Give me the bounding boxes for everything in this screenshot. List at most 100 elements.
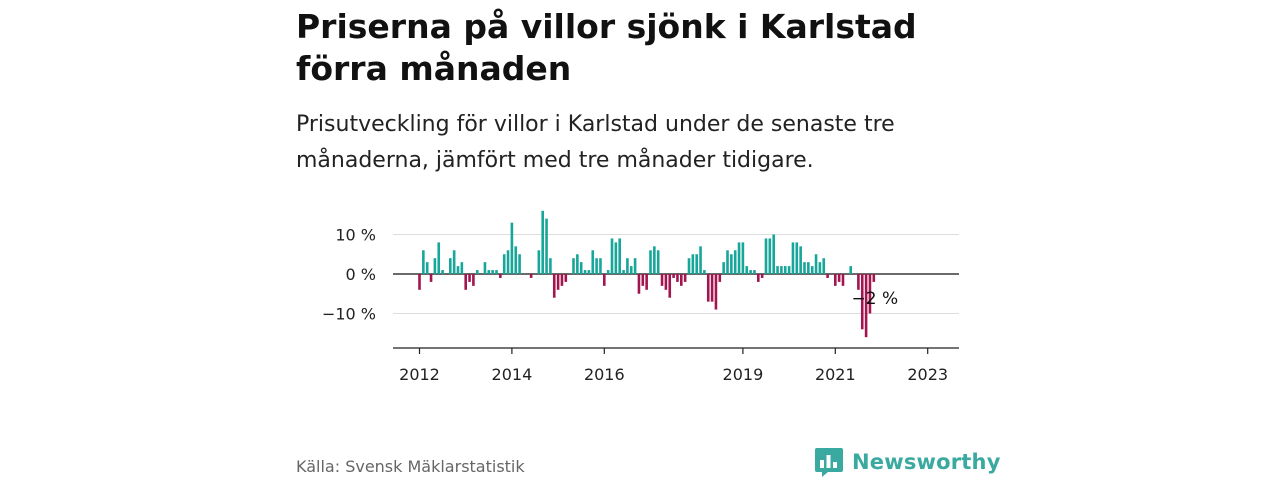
bar [456, 266, 460, 274]
bar [683, 274, 687, 282]
bar [437, 242, 441, 274]
bar [549, 258, 552, 274]
bar [741, 242, 745, 274]
bar [753, 270, 756, 274]
bar [710, 274, 714, 302]
bar [422, 250, 425, 274]
x-tick-label: 2016 [584, 365, 625, 384]
bar [814, 254, 818, 274]
x-tick-label: 2014 [492, 365, 533, 384]
bar [472, 274, 475, 286]
bar [868, 274, 872, 314]
bar [787, 266, 791, 274]
bar [822, 258, 826, 274]
bar [783, 266, 787, 274]
bar [706, 274, 710, 302]
bar [460, 262, 464, 274]
bar [656, 250, 660, 274]
x-tick-label: 2019 [723, 365, 764, 384]
bar [645, 274, 648, 290]
bar [780, 266, 783, 274]
bar [579, 262, 583, 274]
bar [649, 250, 652, 274]
bar [776, 266, 779, 274]
bar [418, 274, 421, 290]
bar [606, 270, 610, 274]
bar [629, 266, 633, 274]
bar [483, 262, 487, 274]
bar [745, 266, 749, 274]
bar [626, 258, 629, 274]
bar [737, 242, 741, 274]
newsworthy-logo-icon [815, 448, 843, 477]
bar [860, 274, 864, 330]
brand-name: Newsworthy [852, 450, 1001, 474]
bar [772, 234, 775, 274]
last-value-label: −2 % [851, 289, 898, 309]
bar [764, 238, 768, 274]
bar [799, 246, 802, 274]
bar [795, 242, 799, 274]
bar [545, 218, 548, 274]
y-tick-label: −10 % [322, 305, 376, 324]
bar [637, 274, 641, 294]
bar [433, 258, 437, 274]
bar [537, 250, 541, 274]
bar [695, 254, 698, 274]
bar [837, 274, 841, 282]
bar [572, 258, 575, 274]
bar [691, 254, 695, 274]
bar [587, 270, 591, 274]
bar [518, 254, 521, 274]
y-tick-label: 10 % [335, 226, 376, 245]
bar [441, 270, 444, 274]
bar [872, 274, 876, 282]
bar [541, 210, 544, 274]
bar [672, 274, 675, 278]
bar [668, 274, 672, 298]
bar [510, 222, 514, 274]
bar [475, 270, 479, 274]
bar [826, 274, 829, 278]
bar [810, 266, 814, 274]
chart-title: Priserna på villor sjönk i Karlstad förr… [296, 7, 917, 88]
x-tick-label: 2021 [815, 365, 856, 384]
brand-logo[interactable]: Newsworthy [814, 446, 1001, 478]
bar [660, 274, 664, 286]
bars [418, 210, 876, 338]
bar [599, 258, 602, 274]
bar [506, 250, 510, 274]
bar [614, 242, 618, 274]
y-tick-label: 0 % [346, 265, 376, 284]
grid-lines [393, 234, 959, 314]
bar [760, 274, 764, 278]
bar [733, 250, 737, 274]
bar [653, 246, 656, 274]
source-note: Källa: Svensk Mäklarstatistik [296, 457, 525, 476]
bar [807, 262, 810, 274]
bar [834, 274, 837, 286]
bar [699, 246, 702, 274]
bar [468, 274, 471, 282]
bar [749, 270, 752, 274]
bar [718, 274, 722, 282]
bar [487, 270, 491, 274]
bar [687, 258, 691, 274]
bar [722, 262, 725, 274]
bar [576, 254, 579, 274]
bar [703, 270, 706, 274]
bar [452, 250, 456, 274]
bar [449, 258, 452, 274]
x-tick-label: 2023 [907, 365, 948, 384]
bar [583, 270, 587, 274]
bar [633, 258, 637, 274]
bar [864, 274, 868, 338]
bar [618, 238, 621, 274]
bar [849, 266, 852, 274]
chart-subtitle: Prisutveckling för villor i Karlstad und… [296, 112, 895, 173]
bar [841, 274, 845, 286]
bar [791, 242, 795, 274]
bar [664, 274, 668, 290]
bar [726, 250, 729, 274]
